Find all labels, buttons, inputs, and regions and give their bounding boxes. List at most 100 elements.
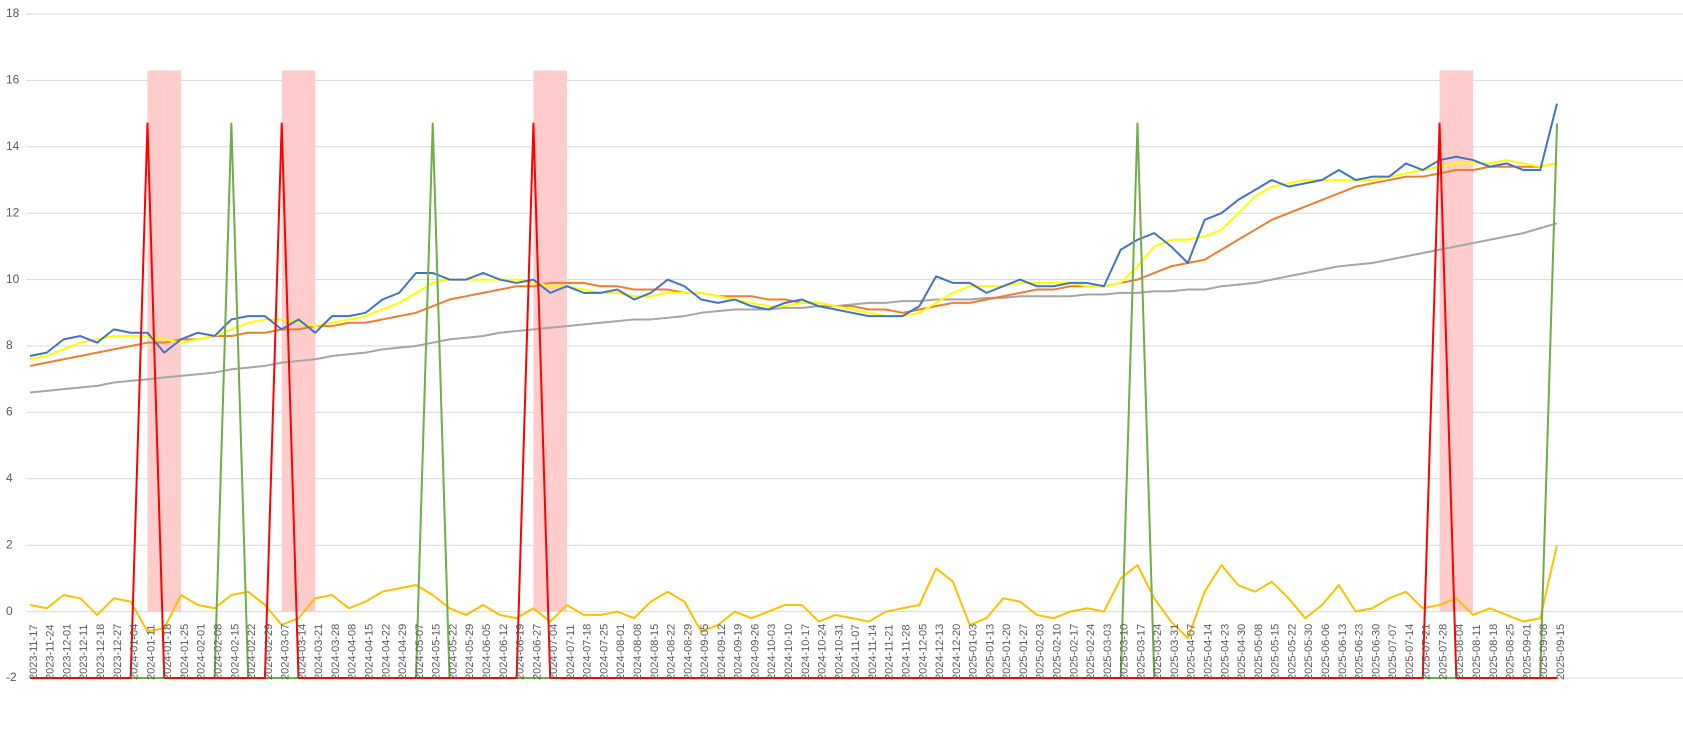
x-tick-label: 2024-03-28: [330, 624, 342, 680]
x-tick-label: 2025-04-23: [1219, 624, 1231, 680]
x-tick-label: 2024-02-01: [196, 624, 208, 680]
x-tick-label: 2025-05-22: [1286, 624, 1298, 680]
x-tick-label: 2024-07-04: [548, 624, 560, 680]
x-tick-label: 2025-08-11: [1471, 625, 1483, 680]
x-tick-label: 2025-05-08: [1253, 624, 1265, 680]
x-tick-label: 2025-03-17: [1135, 624, 1147, 680]
x-tick-label: 2024-08-15: [649, 624, 661, 680]
x-tick-label: 2025-04-30: [1236, 624, 1248, 680]
x-tick-label: 2025-08-25: [1505, 624, 1517, 680]
signal-band: [550, 70, 567, 612]
x-tick-label: 2024-11-07: [850, 625, 862, 680]
x-tick-label: 2025-07-21: [1421, 624, 1433, 680]
x-tick-label: 2025-07-14: [1404, 624, 1416, 680]
y-tick-label: 12: [6, 205, 20, 219]
x-tick-label: 2024-05-29: [464, 624, 476, 680]
x-tick-label: 2024-01-04: [129, 624, 141, 680]
y-tick-label: 14: [6, 139, 20, 153]
x-tick-label: 2024-06-05: [481, 624, 493, 680]
x-tick-label: 2024-11-21: [884, 625, 896, 680]
x-tick-label: 2025-01-27: [1018, 624, 1030, 680]
x-tick-label: 2025-09-08: [1538, 624, 1550, 680]
series-line: [29, 544, 1558, 640]
x-tick-label: 2024-04-22: [380, 624, 392, 680]
x-tick-label: 2025-05-15: [1270, 624, 1282, 680]
signal-band: [147, 70, 165, 612]
y-tick-label: -2: [6, 670, 17, 684]
x-tick-label: 2024-10-31: [833, 624, 845, 680]
x-tick-label: 2025-01-13: [984, 624, 996, 680]
x-tick-label: 2024-06-27: [531, 624, 543, 680]
x-tick-label: 2024-12-13: [934, 624, 946, 680]
x-tick-label: 2024-01-25: [179, 624, 191, 680]
x-tick-label: 2025-06-23: [1354, 624, 1366, 680]
signal-band: [1439, 70, 1457, 612]
x-tick-label: 2024-01-18: [162, 624, 174, 680]
x-tick-label: 2025-02-24: [1085, 624, 1097, 680]
x-tick-label: 2025-06-13: [1337, 624, 1349, 680]
x-tick-label: 2024-09-05: [699, 624, 711, 680]
x-tick-label: 2025-02-03: [1035, 624, 1047, 680]
x-tick-label: 2024-08-01: [615, 624, 627, 680]
x-tick-label: 2024-05-22: [447, 624, 459, 680]
series-line: [29, 159, 1558, 361]
x-tick-label: 2025-04-07: [1186, 624, 1198, 680]
x-tick-label: 2024-01-11: [145, 625, 157, 680]
x-tick-label: 2024-10-10: [783, 624, 795, 680]
x-tick-label: 2024-11-28: [900, 625, 912, 680]
x-tick-label: 2024-03-14: [296, 624, 308, 680]
x-tick-label: 2024-08-29: [682, 624, 694, 680]
x-tick-label: 2024-02-15: [229, 624, 241, 680]
x-tick-label: 2024-03-07: [280, 624, 292, 680]
x-tick-label: 2025-01-20: [1001, 624, 1013, 680]
x-tick-label: 2025-01-03: [968, 624, 980, 680]
y-tick-label: 2: [6, 537, 13, 551]
x-tick-label: 2024-10-03: [766, 624, 778, 680]
x-tick-label: 2024-09-19: [733, 624, 745, 680]
x-tick-label: 2024-12-20: [951, 624, 963, 680]
x-tick-label: 2023-12-11: [78, 625, 90, 680]
x-tick-label: 2024-08-08: [632, 624, 644, 680]
x-tick-label: 2024-02-08: [212, 624, 224, 680]
signal-band: [533, 70, 551, 612]
y-tick-label: 6: [6, 405, 13, 419]
y-tick-label: 16: [6, 73, 20, 87]
x-tick-label: 2024-06-19: [515, 624, 527, 680]
x-tick-label: 2025-03-31: [1169, 624, 1181, 680]
x-tick-label: 2025-04-14: [1203, 624, 1215, 680]
signal-band: [298, 70, 316, 612]
x-tick-label: 2024-04-15: [364, 624, 376, 680]
x-tick-label: 2025-02-10: [1051, 624, 1063, 680]
series-line: [30, 122, 1558, 679]
x-tick-label: 2024-04-08: [347, 624, 359, 680]
x-tick-label: 2024-05-07: [414, 624, 426, 680]
y-tick-label: 18: [6, 6, 20, 20]
series-line: [29, 162, 1558, 367]
x-tick-label: 2024-11-14: [867, 625, 879, 680]
x-tick-label: 2025-06-06: [1320, 624, 1332, 680]
signal-band: [1456, 70, 1474, 612]
x-tick-label: 2024-07-25: [598, 624, 610, 680]
series-line: [29, 222, 1558, 394]
x-tick-label: 2023-11-24: [45, 625, 57, 680]
x-tick-label: 2023-12-01: [61, 624, 73, 680]
x-tick-label: 2024-12-05: [917, 624, 929, 680]
series-line: [29, 103, 1558, 357]
x-tick-label: 2025-02-17: [1068, 624, 1080, 680]
x-tick-label: 2024-09-12: [716, 624, 728, 680]
x-tick-label: 2025-03-24: [1152, 624, 1164, 680]
signal-band: [281, 70, 299, 612]
y-tick-label: 10: [6, 272, 20, 286]
x-tick-label: 2025-09-15: [1555, 624, 1567, 680]
x-tick-label: 2024-10-24: [817, 624, 829, 680]
x-tick-label: 2024-09-26: [749, 624, 761, 680]
x-tick-label: 2024-03-21: [313, 624, 325, 680]
x-tick-label: 2024-02-29: [263, 624, 275, 680]
x-tick-label: 2025-07-28: [1437, 624, 1449, 680]
x-tick-label: 2024-04-29: [397, 624, 409, 680]
x-tick-label: 2023-12-18: [95, 624, 107, 680]
x-tick-label: 2025-08-18: [1488, 624, 1500, 680]
x-tick-label: 2024-07-18: [582, 624, 594, 680]
x-tick-label: 2024-05-15: [431, 624, 443, 680]
x-tick-label: 2023-11-17: [28, 625, 40, 680]
